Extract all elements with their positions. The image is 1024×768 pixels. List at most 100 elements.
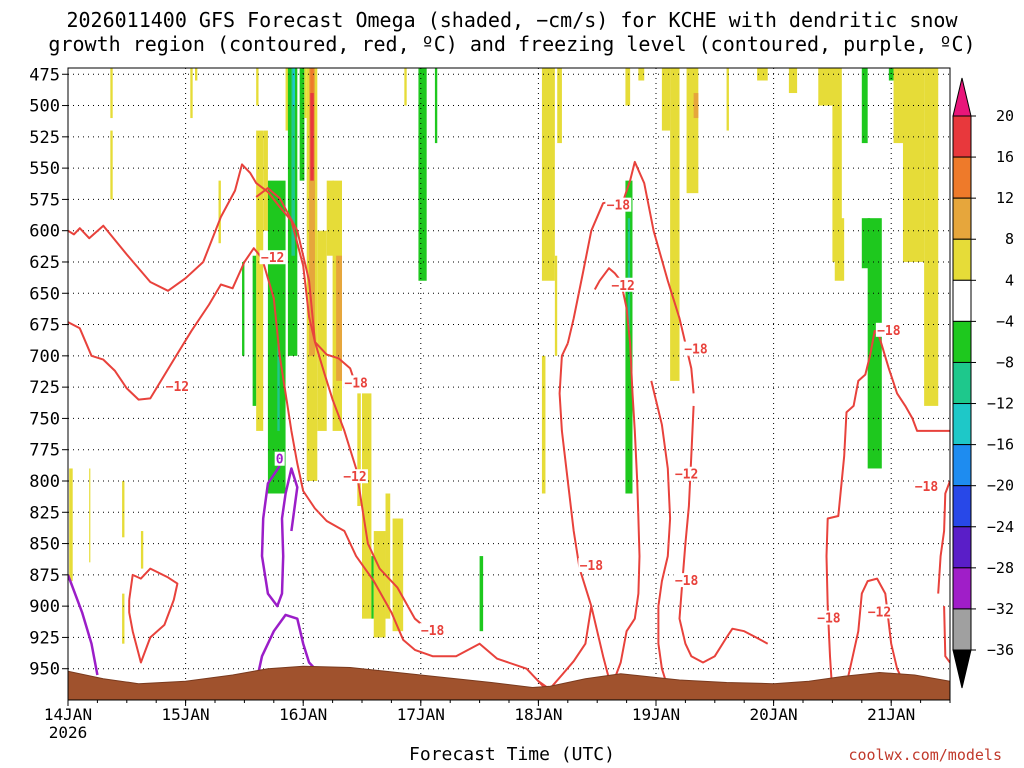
omega-patch-9	[218, 180, 221, 244]
y-tick-label-6: 625	[29, 253, 60, 273]
dgz-label-1: −12	[261, 251, 284, 266]
colorbar-bin-4	[952, 279, 972, 322]
dgz-contour-3	[128, 567, 179, 664]
plot-area	[68, 68, 950, 700]
colorbar-bin-2	[952, 197, 972, 240]
dgz-label-6: −12	[611, 279, 634, 294]
colorbar-label-4: 4	[1005, 271, 1014, 289]
dgz-label-4-bg	[419, 623, 446, 638]
dgz-label-14: −18	[915, 480, 939, 495]
colorbar-label-3: 8	[1005, 230, 1014, 248]
dgz-label-9-bg	[673, 466, 700, 481]
omega-patch-51	[686, 68, 699, 194]
omega-patch-47	[627, 218, 631, 331]
omega-patch-33	[371, 556, 374, 619]
x-tick-label-0: 14JAN	[44, 705, 92, 724]
colorbar-label-5: −4	[996, 312, 1014, 330]
omega-shading	[69, 68, 939, 644]
omega-patch-38	[418, 68, 427, 281]
x-tick-label-4: 18JAN	[514, 705, 562, 724]
colorbar-bin-5	[952, 320, 972, 363]
dgz-label-10-bg	[673, 573, 700, 588]
dgz-label-7: −18	[580, 559, 604, 574]
omega-patch-22	[304, 68, 307, 119]
colorbar-under-arrow	[952, 649, 972, 689]
colorbar-over-arrow	[952, 77, 972, 117]
x-tick-label-1: 15JAN	[162, 705, 210, 724]
contour-labels: −12 −12 −18 −12 −18 −18 −12 −18 −18 −12 −18 −18 −12 −…	[164, 197, 940, 639]
omega-patch-53	[726, 68, 729, 131]
dgz-label-5-bg	[605, 197, 632, 212]
y-tick-label-17: 900	[29, 597, 60, 617]
colorbar-label-9: −20	[987, 477, 1014, 495]
dgz-contour-1	[68, 247, 554, 693]
dgz-contour-2	[255, 187, 428, 630]
dgz-label-11: −18	[817, 612, 841, 627]
omega-patch-21	[299, 68, 305, 181]
omega-patch-32	[362, 393, 372, 619]
omega-patch-10	[242, 261, 245, 356]
grid-lines	[67, 68, 950, 700]
colorbar-label-0: 20	[996, 107, 1014, 125]
omega-patch-43	[557, 68, 562, 144]
y-tick-label-14: 825	[29, 503, 60, 523]
y-tick-label-12: 775	[29, 441, 60, 461]
dgz-label-10: −18	[675, 574, 699, 589]
omega-patch-48	[638, 68, 645, 81]
chart-title: 2026011400 GFS Forecast Omega (shaded, −…	[0, 8, 1024, 56]
y-tick-label-0: 475	[29, 65, 60, 85]
omega-patch-3	[89, 468, 91, 563]
colorbar-label-12: −32	[987, 600, 1014, 618]
omega-patch-20	[292, 68, 295, 106]
omega-patch-14	[263, 130, 268, 231]
omega-patch-62	[888, 68, 894, 81]
omega-patch-26	[310, 93, 314, 181]
y-tick-label-3: 550	[29, 159, 60, 179]
colorbar-bin-8	[952, 444, 972, 487]
y-tick-label-13: 800	[29, 472, 60, 492]
omega-patch-65	[924, 68, 939, 406]
dgz-label-13: −18	[877, 324, 901, 339]
freezing-label-0-bg	[274, 451, 285, 466]
omega-patch-24	[309, 68, 315, 356]
dgz-label-1-bg	[259, 250, 286, 265]
omega-patch-40	[479, 556, 484, 632]
omega-patch-64	[902, 68, 925, 262]
colorbar-bin-7	[952, 403, 972, 446]
omega-patch-37	[404, 68, 407, 106]
terrain	[68, 665, 950, 700]
omega-patch-8	[195, 68, 198, 81]
dgz-label-11-bg	[815, 610, 842, 625]
dgz-label-9: −12	[675, 468, 698, 483]
dgz-label-2-bg	[343, 375, 370, 390]
dgz-label-8-bg	[682, 341, 709, 356]
colorbar-bin-1	[952, 156, 972, 199]
omega-patch-55	[788, 68, 798, 94]
omega-patch-54	[757, 68, 768, 81]
dgz-contour-10	[843, 577, 904, 694]
omega-patch-49	[661, 68, 671, 131]
omega-patch-17	[285, 68, 290, 131]
y-tick-label-4: 575	[29, 190, 60, 210]
colorbar-bin-10	[952, 526, 972, 569]
omega-patch-60	[861, 218, 871, 269]
omega-patch-52	[693, 93, 699, 119]
dgz-contour-7	[678, 405, 769, 664]
y-tick-label-15: 850	[29, 535, 60, 555]
omega-patch-4	[122, 480, 125, 538]
omega-patch-19	[291, 68, 295, 256]
y-tick-label-18: 925	[29, 628, 60, 648]
dgz-contour-11	[937, 480, 950, 594]
omega-patch-36	[392, 518, 404, 632]
omega-patch-13	[252, 255, 257, 406]
colorbar-label-10: −24	[987, 518, 1014, 536]
y-axis: 475 500 525 550 575 600 625 650 675 700 725 750 775 8…	[29, 65, 68, 680]
omega-patch-1	[110, 130, 113, 200]
colorbar-label-7: −12	[987, 395, 1014, 413]
y-tick-label-7: 650	[29, 284, 60, 304]
dgz-label-14-bg	[913, 479, 940, 494]
x-tick-year: 2026	[49, 723, 88, 742]
colorbar-bin-9	[952, 485, 972, 528]
omega-patch-56	[818, 68, 835, 106]
